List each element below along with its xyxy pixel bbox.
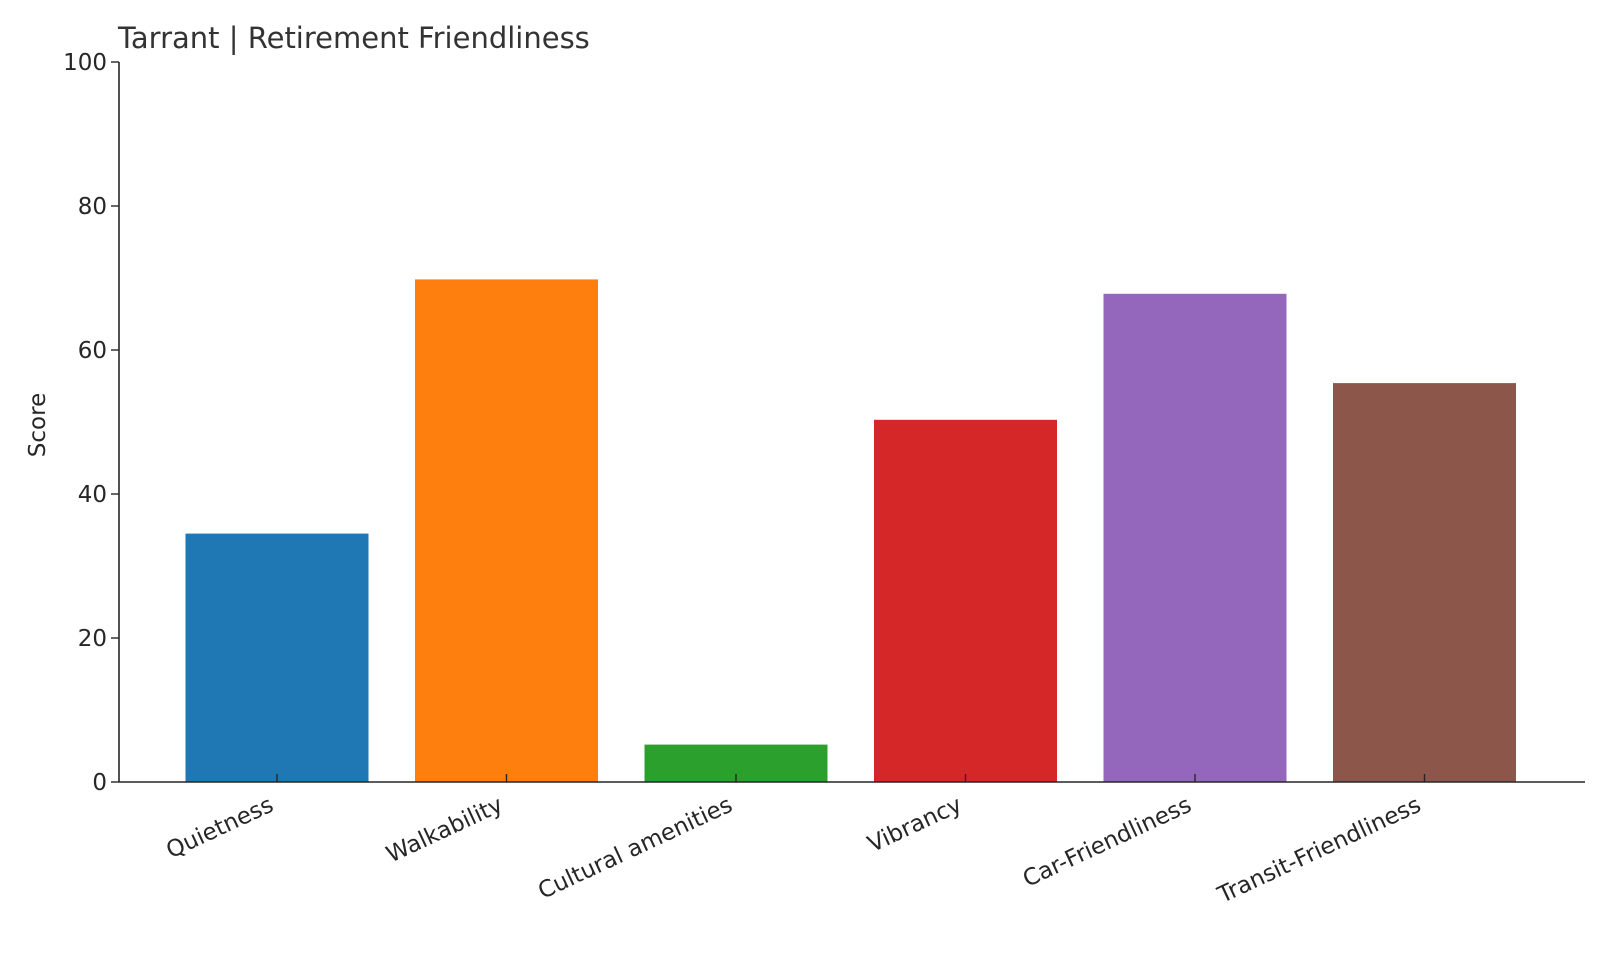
y-tick-label: 60 <box>78 338 107 364</box>
x-tick-label: Quietness <box>162 792 277 864</box>
y-tick-label: 20 <box>78 626 107 652</box>
bar-vibrancy <box>874 419 1057 782</box>
x-tick-label: Transit-Friendliness <box>1213 792 1425 909</box>
x-tick-label: Cultural amenities <box>534 792 736 905</box>
y-tick-label: 80 <box>78 194 107 220</box>
x-tick-label: Car-Friendliness <box>1019 792 1196 893</box>
bar-car-friendliness <box>1103 293 1287 782</box>
y-tick-label: 100 <box>63 50 107 76</box>
x-tick-label: Vibrancy <box>864 792 966 858</box>
x-tick-label: Walkability <box>383 792 507 868</box>
chart-title: Tarrant | Retirement Friendliness <box>117 21 590 55</box>
y-axis-label: Score <box>25 393 51 457</box>
x-axis-ticks: Quietness Walkability Cultural amenities Vi… <box>162 774 1426 909</box>
y-tick-label: 0 <box>92 770 107 796</box>
bar-walkability <box>415 279 598 782</box>
y-tick-label: 40 <box>78 482 107 508</box>
y-axis-ticks: 0 20 40 60 80 100 <box>63 50 119 796</box>
bars-group <box>185 279 1516 782</box>
bar-transit-friendliness <box>1333 383 1516 782</box>
bar-quietness <box>185 533 369 782</box>
